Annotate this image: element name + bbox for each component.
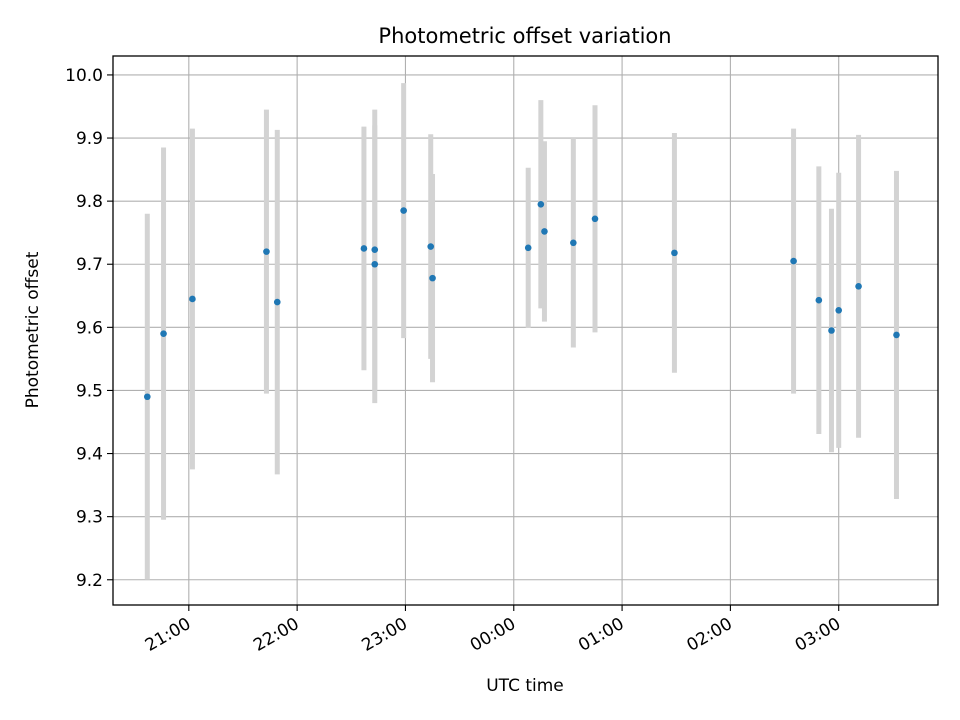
y-tick-label: 9.4 (76, 445, 103, 465)
data-point (371, 260, 379, 268)
x-axis-label: UTC time (486, 676, 564, 696)
y-tick-label: 9.5 (76, 381, 103, 401)
data-point (828, 327, 835, 334)
data-point (524, 244, 532, 252)
data-point (537, 200, 545, 208)
plot-area (113, 56, 938, 605)
data-point (400, 207, 407, 214)
data-point (671, 249, 678, 257)
plot-frame (112, 55, 939, 606)
data-points (143, 200, 900, 401)
data-point (189, 295, 196, 303)
y-tick-label: 9.9 (76, 129, 103, 149)
y-axis-ticks: 9.2 9.3 9.4 9.5 9.6 9.7 9.8 9.9 10.0 (65, 66, 113, 591)
data-point (893, 331, 900, 339)
data-point (835, 307, 843, 314)
y-tick-label: 9.8 (76, 192, 103, 212)
data-point (263, 248, 270, 255)
data-point (815, 296, 823, 304)
data-point (143, 393, 151, 401)
y-tick-label: 10.0 (65, 66, 103, 86)
data-point (570, 239, 577, 247)
chart-title: Photometric offset variation (378, 24, 671, 48)
y-tick-label: 9.3 (76, 508, 103, 528)
data-point (427, 243, 435, 250)
data-point (591, 215, 599, 223)
data-point (855, 283, 862, 290)
data-point (790, 257, 797, 265)
data-point (273, 298, 281, 306)
y-tick-label: 9.6 (76, 318, 103, 338)
data-point (429, 274, 436, 282)
y-tick-label: 9.2 (76, 571, 103, 591)
data-point (360, 245, 368, 252)
data-point (160, 330, 167, 337)
data-point (541, 228, 548, 235)
data-point (371, 246, 379, 254)
y-tick-label: 9.7 (76, 255, 103, 275)
y-axis-label: Photometric offset (23, 251, 43, 408)
